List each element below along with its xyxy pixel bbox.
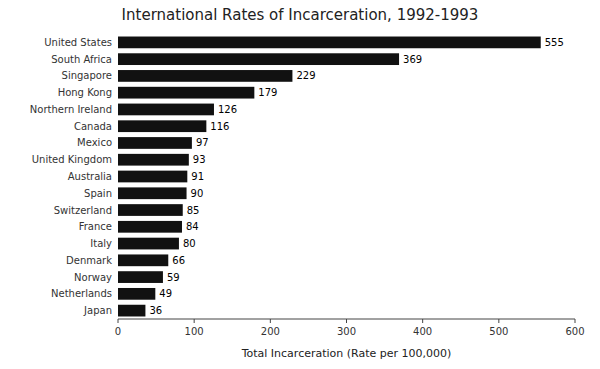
tick-label: 600 xyxy=(565,326,584,337)
bar xyxy=(118,137,192,149)
bar xyxy=(118,171,187,183)
category-label: Spain xyxy=(84,188,112,199)
tick xyxy=(498,319,499,323)
category-label: United Kingdom xyxy=(32,154,112,165)
data-label: 80 xyxy=(183,238,196,249)
data-label: 179 xyxy=(258,87,277,98)
data-label: 229 xyxy=(296,70,315,81)
title: International Rates of Incarceration, 19… xyxy=(122,6,479,24)
data-label: 93 xyxy=(193,154,206,165)
category-label: Mexico xyxy=(77,137,112,148)
data-label: 84 xyxy=(186,221,199,232)
tick-label: 100 xyxy=(185,326,204,337)
bar xyxy=(118,154,189,166)
data-label: 97 xyxy=(196,137,209,148)
data-label: 49 xyxy=(159,288,172,299)
tick-label: 400 xyxy=(413,326,432,337)
tick xyxy=(118,319,119,323)
bar xyxy=(118,204,183,216)
tick xyxy=(575,319,576,323)
axis-label: Total Incarceration (Rate per 100,000) xyxy=(241,347,452,360)
chart: International Rates of Incarceration, 19… xyxy=(0,0,600,369)
tick-label: 500 xyxy=(489,326,508,337)
bar xyxy=(118,104,214,116)
category-label: Norway xyxy=(74,272,112,283)
bar xyxy=(118,187,187,199)
data-label: 126 xyxy=(218,104,237,115)
data-label: 59 xyxy=(167,272,180,283)
category-label: Italy xyxy=(90,238,112,249)
bar xyxy=(118,37,541,49)
bar xyxy=(118,221,182,233)
category-label: Northern Ireland xyxy=(30,104,112,115)
tick xyxy=(194,319,195,323)
bar xyxy=(118,254,168,266)
bar xyxy=(118,120,206,132)
tick xyxy=(422,319,423,323)
data-label: 369 xyxy=(403,54,422,65)
category-label: Switzerland xyxy=(54,205,112,216)
bars xyxy=(118,37,541,317)
category-label: France xyxy=(79,221,112,232)
category-label: Netherlands xyxy=(51,288,112,299)
bar xyxy=(118,288,155,300)
tick xyxy=(346,319,347,323)
bar xyxy=(118,238,179,250)
data-label: 36 xyxy=(149,305,162,316)
bar xyxy=(118,70,292,82)
data-label: 90 xyxy=(191,188,204,199)
data-label: 85 xyxy=(187,205,200,216)
bar xyxy=(118,271,163,283)
data-label: 66 xyxy=(172,255,185,266)
data-label: 555 xyxy=(545,37,564,48)
category-label: Singapore xyxy=(62,70,112,81)
category-label: United States xyxy=(44,37,112,48)
category-label: Denmark xyxy=(66,255,112,266)
tick-label: 300 xyxy=(337,326,356,337)
tick xyxy=(270,319,271,323)
data-label: 91 xyxy=(191,171,204,182)
data-label: 116 xyxy=(210,121,229,132)
tick-label: 0 xyxy=(115,326,121,337)
bar xyxy=(118,53,399,65)
category-label: Canada xyxy=(74,121,112,132)
bar xyxy=(118,305,145,317)
category-label: Australia xyxy=(68,171,112,182)
category-label: Japan xyxy=(83,305,112,316)
category-label: Hong Kong xyxy=(58,87,112,98)
bar xyxy=(118,87,254,99)
category-label: South Africa xyxy=(51,54,112,65)
tick-label: 200 xyxy=(261,326,280,337)
